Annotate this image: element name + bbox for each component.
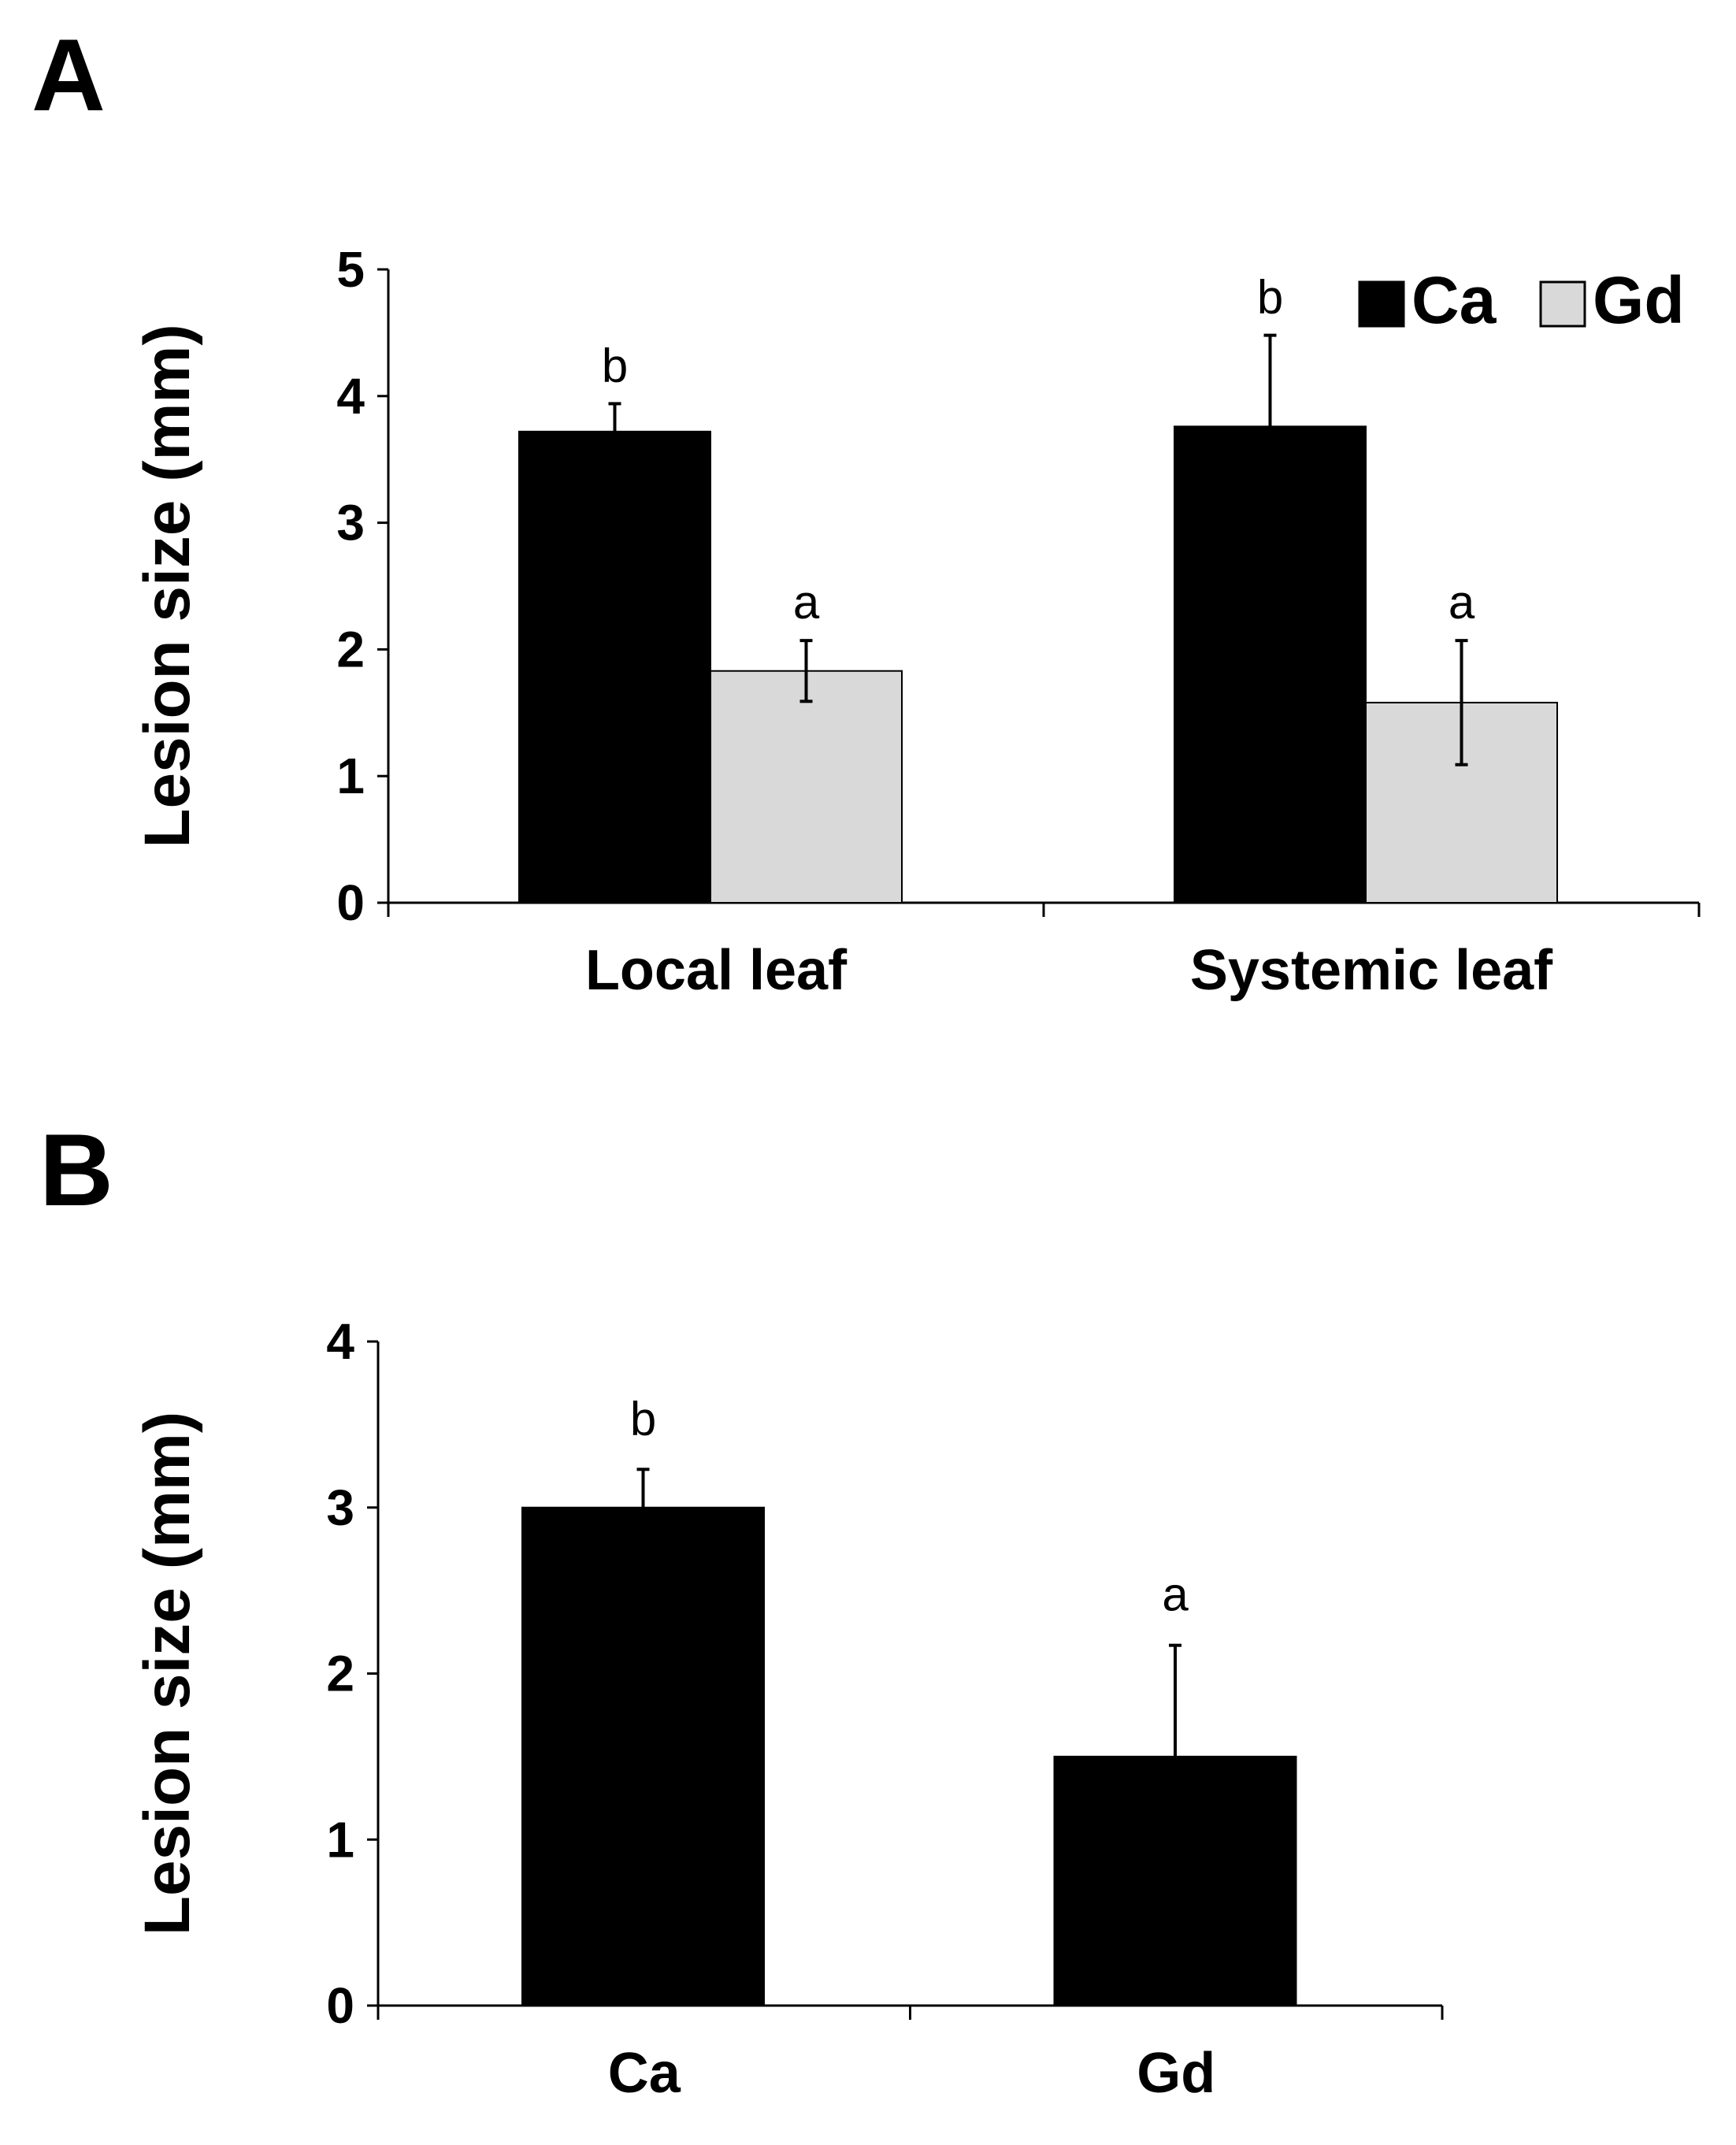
y-tick-label: 3	[326, 1479, 354, 1536]
legend-label-gd: Gd	[1593, 263, 1685, 337]
chart-a: 0 1 2 3 4 5 Lesion size (mm) Local leaf Systemic…	[132, 241, 1701, 1002]
y-tick-label: 0	[326, 1977, 354, 2034]
legend-label-ca: Ca	[1411, 263, 1497, 337]
bar-ca	[521, 1506, 765, 2006]
y-tick-label: 0	[336, 874, 365, 931]
y-tick-label: 1	[326, 1811, 354, 1868]
panel-b-letter: B	[39, 1112, 113, 1227]
significance-label: a	[1162, 1568, 1189, 1621]
significance-label: b	[630, 1392, 656, 1445]
y-tick-label: 2	[336, 621, 365, 677]
y-tick-label: 1	[336, 748, 365, 804]
bar-gd	[710, 670, 903, 904]
significance-label: a	[793, 576, 820, 629]
x-category-label: Local leaf	[585, 939, 848, 1002]
x-category-label: Gd	[1137, 2042, 1215, 2105]
y-axis-label: Lesion size (mm)	[132, 1412, 203, 1935]
y-tick-label: 4	[326, 1313, 354, 1370]
legend-swatch-gd	[1539, 280, 1586, 328]
chart-b: 0 1 2 3 4 Lesion size (mm) Ca Gd b a	[132, 1313, 1444, 2105]
significance-label: a	[1449, 576, 1475, 629]
significance-label: b	[1257, 271, 1283, 324]
y-tick-label: 3	[336, 495, 365, 551]
y-tick-label: 2	[326, 1646, 354, 1702]
y-tick-label: 5	[336, 241, 365, 298]
x-category-label: Systemic leaf	[1190, 939, 1553, 1002]
significance-label: b	[602, 339, 628, 392]
x-category-label: Ca	[608, 2042, 681, 2105]
y-tick-label: 4	[336, 368, 365, 425]
bar-ca	[518, 430, 711, 904]
panel-a-letter: A	[32, 17, 106, 132]
bar-gd	[1053, 1755, 1297, 2006]
y-axis-label: Lesion size (mm)	[132, 324, 203, 848]
legend-swatch-ca	[1358, 280, 1405, 328]
